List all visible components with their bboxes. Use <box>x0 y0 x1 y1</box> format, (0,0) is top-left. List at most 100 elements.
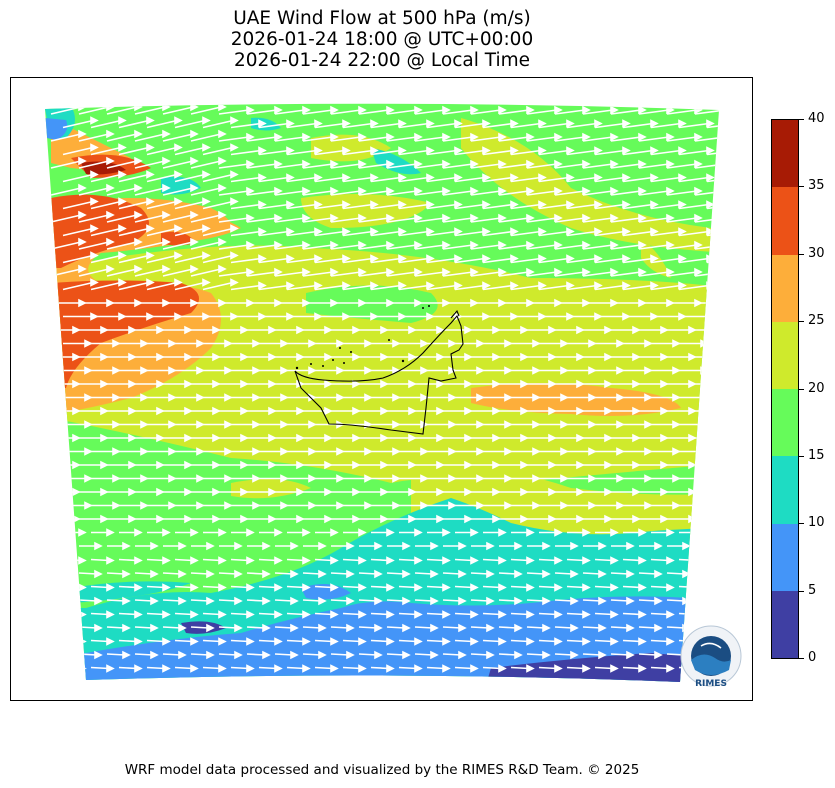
wind-arrow-head <box>476 474 485 483</box>
wind-arrow <box>554 572 574 575</box>
wind-arrow-head <box>72 325 81 335</box>
wind-arrow <box>454 257 486 264</box>
wind-arrow <box>638 271 670 277</box>
wind-arrow-head <box>660 379 669 389</box>
wind-arrow-head <box>510 173 519 182</box>
wind-arrow-head <box>492 460 501 470</box>
wind-arrow-head <box>616 393 625 402</box>
wind-arrow-head <box>436 460 445 470</box>
wind-arrow <box>118 585 138 589</box>
wind-arrow <box>414 653 434 656</box>
wind-arrow-head <box>178 596 187 606</box>
wind-arrow-head <box>426 146 435 155</box>
wind-arrow-head <box>314 227 323 236</box>
wind-arrow <box>566 203 598 210</box>
wind-arrow <box>538 612 558 616</box>
wind-arrow <box>90 254 122 264</box>
wind-arrow <box>526 572 546 575</box>
wind-arrow <box>246 572 266 575</box>
wind-arrow <box>398 122 430 129</box>
wind-arrow-head <box>526 664 535 673</box>
wind-arrow-head <box>654 541 663 551</box>
wind-arrow-head <box>392 474 401 483</box>
wind-arrow-head <box>650 200 659 209</box>
wind-arrow-head <box>342 254 351 263</box>
wind-arrow-head <box>302 528 311 537</box>
wind-arrow-head <box>212 514 221 524</box>
wind-arrow-head <box>588 474 597 483</box>
wind-arrow-head <box>470 528 479 537</box>
wind-arrow-head <box>458 596 467 606</box>
wind-arrow-head <box>554 105 563 115</box>
wind-arrow <box>162 241 194 250</box>
wind-arrow <box>370 612 390 616</box>
wind-arrow <box>398 639 418 643</box>
wind-arrow-head <box>84 474 93 483</box>
wind-arrow-head <box>268 460 277 470</box>
wind-arrow-head <box>632 514 641 524</box>
wind-arrow <box>174 173 206 183</box>
wind-arrow-head <box>150 569 159 579</box>
wind-arrow-head <box>638 637 647 646</box>
wind-arrow-head <box>492 514 501 524</box>
wind-arrow-head <box>358 105 367 115</box>
wind-arrow-head <box>274 664 283 673</box>
wind-arrow-head <box>576 352 585 362</box>
wind-arrow <box>78 160 110 169</box>
wind-arrow <box>146 666 166 670</box>
wind-arrow-head <box>296 433 305 443</box>
wind-arrow <box>594 176 626 183</box>
wind-arrow-head <box>398 227 407 236</box>
wind-arrow-head <box>314 146 323 155</box>
wind-arrow <box>723 272 753 276</box>
wind-arrow <box>162 268 194 277</box>
wind-arrow <box>286 203 318 210</box>
wind-arrow-head <box>548 406 557 416</box>
wind-arrow-head <box>190 210 199 220</box>
wind-arrow <box>666 572 686 575</box>
wind-arrow-head <box>710 569 719 579</box>
wind-arrow-head <box>476 447 485 456</box>
wind-arrow-head <box>408 460 417 470</box>
wind-arrow <box>174 119 206 129</box>
wind-arrow <box>454 666 474 670</box>
wind-arrow-head <box>430 650 439 660</box>
wind-arrow <box>174 254 206 264</box>
wind-arrow-head <box>72 433 81 443</box>
wind-arrow-head <box>566 227 575 236</box>
wind-arrow <box>398 284 430 291</box>
wind-arrow-head <box>274 267 283 277</box>
wind-arrow <box>330 190 362 196</box>
wind-arrow <box>246 244 278 250</box>
wind-arrow-head <box>688 379 697 389</box>
wind-arrow-head <box>706 200 715 209</box>
wind-arrow-head <box>666 556 675 565</box>
wind-arrow-head <box>398 173 407 182</box>
wind-arrow <box>498 626 518 629</box>
wind-arrow-head <box>588 366 597 375</box>
wind-arrow-head <box>296 487 305 497</box>
wind-arrow-head <box>162 210 171 220</box>
wind-arrow-head <box>252 447 261 456</box>
wind-arrow <box>510 257 542 264</box>
wind-arrow <box>90 200 122 210</box>
wind-arrow-head <box>598 650 607 660</box>
wind-arrow-head <box>352 460 361 470</box>
wind-arrow-head <box>554 664 563 673</box>
wind-arrow-head <box>330 213 339 223</box>
wind-arrow <box>638 163 670 169</box>
wind-arrow <box>566 666 586 670</box>
wind-arrow-head <box>735 175 741 181</box>
wind-arrow <box>78 572 98 575</box>
wind-arrow-head <box>638 610 647 619</box>
wind-arrow-head <box>178 623 187 633</box>
wind-arrow-head <box>700 339 709 348</box>
wind-arrow-head <box>588 420 597 429</box>
wind-arrow-head <box>436 379 445 389</box>
wind-arrow <box>566 639 586 643</box>
wind-arrow <box>62 200 94 210</box>
wind-arrow-head <box>302 610 311 619</box>
wind-arrow-head <box>302 105 311 115</box>
wind-arrow-head <box>346 569 355 579</box>
wind-arrow <box>526 217 558 223</box>
